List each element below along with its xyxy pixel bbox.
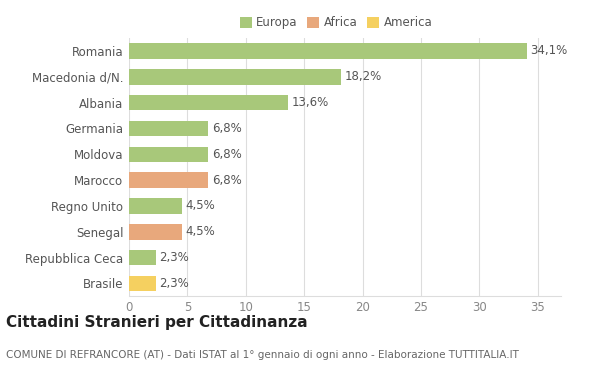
Text: 6,8%: 6,8%: [212, 174, 242, 187]
Text: 34,1%: 34,1%: [530, 44, 568, 57]
Bar: [129, 276, 156, 291]
Text: 6,8%: 6,8%: [212, 148, 242, 161]
Bar: [129, 43, 527, 59]
Bar: [129, 224, 182, 239]
Text: 4,5%: 4,5%: [185, 225, 215, 238]
Text: 2,3%: 2,3%: [160, 251, 189, 264]
Bar: [129, 147, 208, 162]
Text: 18,2%: 18,2%: [345, 70, 382, 83]
Text: COMUNE DI REFRANCORE (AT) - Dati ISTAT al 1° gennaio di ogni anno - Elaborazione: COMUNE DI REFRANCORE (AT) - Dati ISTAT a…: [6, 350, 519, 359]
Text: 6,8%: 6,8%: [212, 122, 242, 135]
Legend: Europa, Africa, America: Europa, Africa, America: [235, 12, 437, 34]
Text: 13,6%: 13,6%: [291, 96, 329, 109]
Bar: [129, 95, 288, 110]
Bar: [129, 173, 208, 188]
Text: 4,5%: 4,5%: [185, 200, 215, 212]
Bar: [129, 69, 341, 84]
Bar: [129, 198, 182, 214]
Text: 2,3%: 2,3%: [160, 277, 189, 290]
Bar: [129, 250, 156, 265]
Bar: [129, 121, 208, 136]
Text: Cittadini Stranieri per Cittadinanza: Cittadini Stranieri per Cittadinanza: [6, 315, 308, 330]
